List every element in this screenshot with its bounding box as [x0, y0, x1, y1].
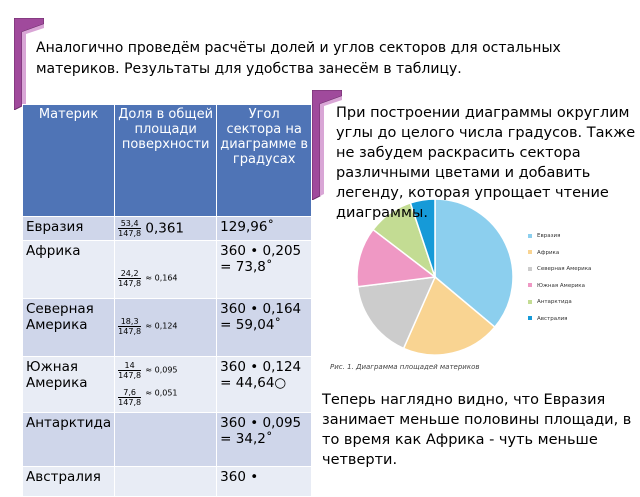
row-angle: 129,96˚: [216, 216, 313, 241]
row-share: 18,3 147,8 ≈ 0,124: [114, 298, 218, 357]
row-angle: 360 • 0,095 = 34,2˚: [216, 412, 313, 467]
legend-item: Африка: [528, 250, 559, 256]
row-name: Евразия: [21, 216, 116, 241]
legend-label: Африка: [537, 249, 560, 256]
legend-swatch: [528, 233, 532, 238]
legend-swatch: [528, 266, 532, 271]
bracket-top-decoration: [14, 18, 44, 110]
header-angle: Угол сектора на диаграмме в градусах: [216, 104, 313, 217]
row-share: 24,2 147,8 ≈ 0,164: [114, 240, 218, 299]
pie-slice: [356, 228, 437, 288]
legend-swatch: [528, 250, 532, 254]
legend-label: Северная Америка: [537, 266, 592, 272]
share-value: ≈ 0,095: [145, 365, 178, 375]
note-right-text: При построении диаграммы округлим углы д…: [336, 105, 636, 221]
legend-item: Антарктида: [528, 299, 572, 305]
pie-slice: [434, 198, 514, 329]
share-value: ≈ 0,051: [145, 388, 178, 398]
share-fraction: 53,4 147,8: [118, 219, 142, 238]
row-name: Северная Америка: [21, 298, 116, 357]
share-value: 0,361: [145, 220, 185, 237]
bracket-right-decoration: [312, 90, 342, 200]
legend-swatch: [528, 299, 532, 304]
share-fraction: 14 147,8: [118, 361, 142, 380]
legend-item: Северная Америка: [528, 266, 591, 272]
share-fraction: 18,3 147,8: [118, 317, 142, 336]
legend-label: Антарктида: [537, 299, 572, 305]
pie-slice: [356, 276, 437, 350]
pie-slice: [409, 198, 436, 278]
share-fraction: 7,6 147,8: [118, 388, 142, 407]
legend-label: Евразия: [537, 233, 561, 239]
legend-label: Австралия: [537, 315, 568, 322]
row-name: Африка: [21, 240, 116, 299]
header-continent: Материк: [21, 104, 116, 217]
continents-table: Материк Доля в общей площади поверхности…: [21, 104, 313, 497]
row-share: 14 147,8 ≈ 0,095 7,6 147,8 ≈ 0,051: [114, 356, 218, 413]
row-angle: 360 • 0,164 = 59,04˚: [216, 298, 313, 357]
share-value: ≈ 0,124: [145, 321, 178, 331]
legend-item: Южная Америка: [528, 283, 585, 289]
legend-item: Австралия: [528, 316, 568, 322]
share-fraction: 24,2 147,8: [118, 269, 142, 288]
header-share: Доля в общей площади поверхности: [114, 104, 218, 217]
row-share: [114, 466, 218, 497]
note-bottom-text: Теперь наглядно видно, что Евразия заним…: [322, 392, 632, 468]
row-name: Южная Америка: [21, 356, 116, 413]
legend-swatch: [528, 283, 532, 287]
pie-slice: [402, 275, 496, 356]
share-value: ≈ 0,164: [145, 273, 178, 283]
row-share: [114, 412, 218, 467]
chart-caption: Рис. 1. Диаграмма площадей материков: [330, 363, 480, 371]
intro-text: Аналогично проведём расчёты долей и угло…: [36, 40, 561, 77]
legend-label: Южная Америка: [537, 282, 585, 289]
row-angle: 360 •: [216, 466, 313, 497]
row-name: Австралия: [21, 466, 116, 497]
legend-swatch: [528, 316, 532, 320]
row-angle: 360 • 0,205 = 73,8˚: [216, 240, 313, 299]
row-share: 53,4 147,8 0,361: [114, 216, 218, 241]
pie-chart: [356, 198, 514, 356]
row-angle: 360 • 0,124 = 44,64○: [216, 356, 313, 413]
row-name: Антарктида: [21, 412, 116, 467]
legend-item: Евразия: [528, 233, 560, 239]
